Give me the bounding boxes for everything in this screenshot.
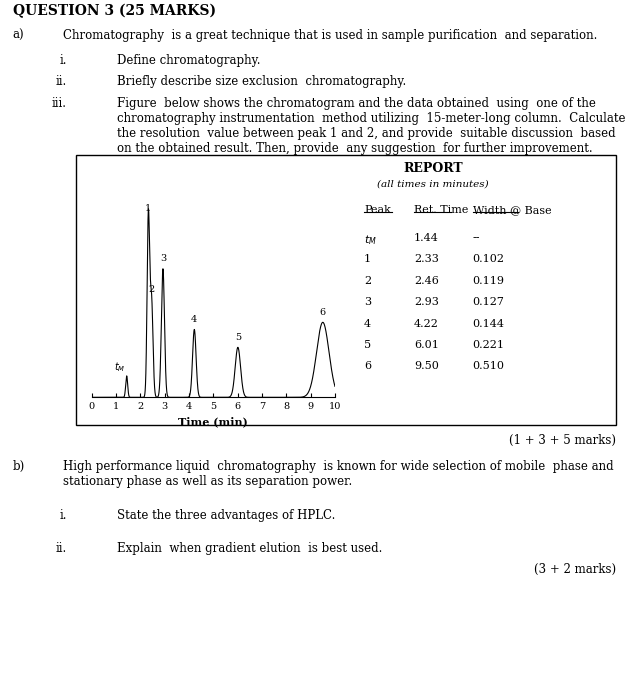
Text: 1: 1	[145, 205, 152, 214]
Text: a): a)	[13, 29, 24, 42]
Text: stationary phase as well as its separation power.: stationary phase as well as its separati…	[63, 475, 353, 489]
Text: i.: i.	[60, 509, 68, 522]
Text: 5: 5	[364, 340, 371, 350]
Text: REPORT: REPORT	[403, 162, 463, 176]
Text: 2.46: 2.46	[414, 276, 439, 285]
Text: Peak: Peak	[364, 205, 391, 215]
Text: (3 + 2 marks): (3 + 2 marks)	[534, 563, 616, 576]
Text: 6.01: 6.01	[414, 340, 439, 350]
Text: chromatography instrumentation  method utilizing  15-meter-long column.  Calcula: chromatography instrumentation method ut…	[117, 112, 626, 125]
Text: 6: 6	[364, 361, 371, 371]
Text: 2.93: 2.93	[414, 297, 439, 307]
Text: 2: 2	[149, 285, 155, 294]
Text: 0.144: 0.144	[473, 319, 505, 328]
Text: 9.50: 9.50	[414, 361, 439, 371]
Text: $t_M$: $t_M$	[114, 360, 126, 374]
Text: 5: 5	[235, 333, 241, 342]
Text: Width @ Base: Width @ Base	[473, 205, 551, 215]
Text: 1.44: 1.44	[414, 233, 439, 243]
Text: 4: 4	[191, 315, 197, 324]
Text: (1 + 3 + 5 marks): (1 + 3 + 5 marks)	[509, 434, 616, 447]
Text: (all times in minutes): (all times in minutes)	[377, 180, 489, 189]
Text: High performance liquid  chromatography  is known for wide selection of mobile  : High performance liquid chromatography i…	[63, 460, 614, 473]
Text: QUESTION 3 (25 MARKS): QUESTION 3 (25 MARKS)	[13, 3, 216, 18]
Text: the resolution  value between peak 1 and 2, and provide  suitable discussion  ba: the resolution value between peak 1 and …	[117, 127, 616, 140]
Text: 2.33: 2.33	[414, 254, 439, 264]
Text: i.: i.	[60, 54, 68, 67]
Text: 0.510: 0.510	[473, 361, 505, 371]
Text: 2: 2	[364, 276, 371, 285]
Text: 3: 3	[364, 297, 371, 307]
Text: Briefly describe size exclusion  chromatography.: Briefly describe size exclusion chromato…	[117, 75, 406, 88]
Text: iii.: iii.	[52, 97, 67, 110]
Text: ii.: ii.	[56, 75, 67, 88]
Text: ii.: ii.	[56, 542, 67, 556]
Text: 4.22: 4.22	[414, 319, 439, 328]
Text: Define chromatography.: Define chromatography.	[117, 54, 260, 67]
Text: b): b)	[13, 460, 25, 473]
Text: 4: 4	[364, 319, 371, 328]
Text: $t_M$: $t_M$	[364, 233, 377, 247]
Text: 0.127: 0.127	[473, 297, 504, 307]
Text: State the three advantages of HPLC.: State the three advantages of HPLC.	[117, 509, 336, 522]
Text: 3: 3	[160, 254, 166, 263]
Text: Ret. Time: Ret. Time	[414, 205, 468, 215]
Bar	[76, 155, 616, 425]
Text: 0.221: 0.221	[473, 340, 505, 350]
Text: Chromatography  is a great technique that is used in sample purification  and se: Chromatography is a great technique that…	[63, 29, 598, 42]
Text: 1: 1	[364, 254, 371, 264]
Text: 6: 6	[320, 308, 326, 317]
Text: Figure  below shows the chromatogram and the data obtained  using  one of the: Figure below shows the chromatogram and …	[117, 97, 596, 110]
X-axis label: Time (min): Time (min)	[178, 417, 248, 428]
Text: Explain  when gradient elution  is best used.: Explain when gradient elution is best us…	[117, 542, 382, 556]
Text: --: --	[473, 233, 480, 243]
Text: 0.102: 0.102	[473, 254, 505, 264]
Text: on the obtained result. Then, provide  any suggestion  for further improvement.: on the obtained result. Then, provide an…	[117, 142, 593, 155]
Text: 0.119: 0.119	[473, 276, 505, 285]
